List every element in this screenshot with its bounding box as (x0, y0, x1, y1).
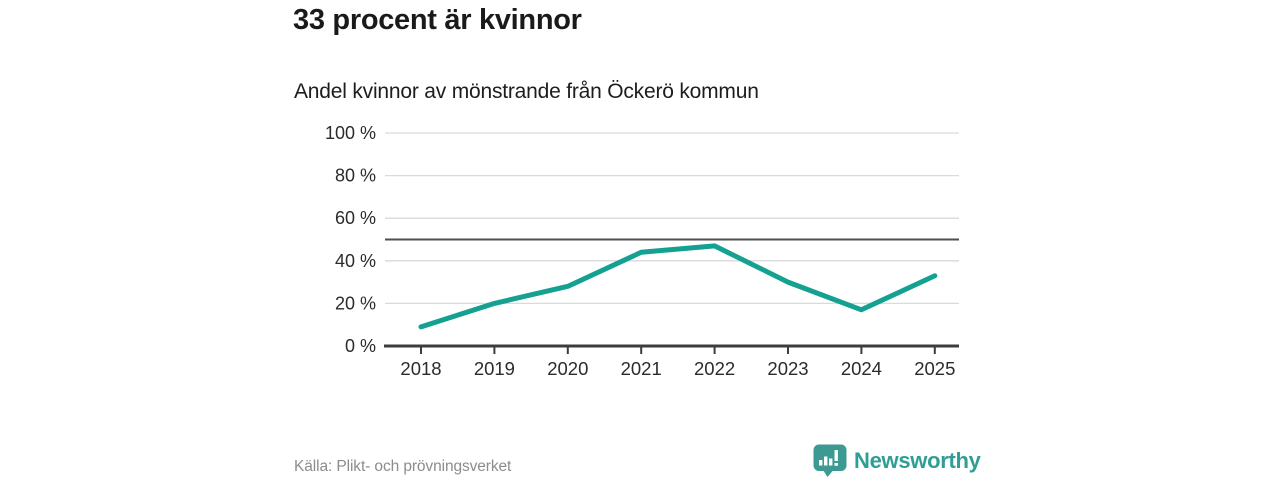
x-axis-tick-label: 2019 (474, 358, 515, 379)
x-axis-tick-label: 2023 (767, 358, 808, 379)
newsworthy-logo-text: Newsworthy (854, 447, 981, 473)
chart-title: 33 procent är kvinnor (293, 4, 582, 36)
newsworthy-logo: Newsworthy (813, 444, 981, 477)
x-axis-tick-label: 2018 (400, 358, 441, 379)
x-axis-tick-label: 2022 (694, 358, 735, 379)
x-axis-tick-label: 2025 (914, 358, 955, 379)
x-axis-tick-label: 2020 (547, 358, 588, 379)
y-axis-tick-label: 100 % (325, 123, 376, 143)
x-axis-tick-label: 2021 (621, 358, 662, 379)
y-axis-tick-label: 0 % (345, 336, 376, 356)
line-chart: 0 % 20 % 40 % 60 % 80 % 100 % 2018 2019 2020 2021… (325, 123, 959, 379)
source-note: Källa: Plikt- och prövningsverket (294, 458, 512, 475)
y-axis-tick-label: 20 % (335, 293, 376, 313)
chart-subtitle: Andel kvinnor av mönstrande från Öckerö … (294, 80, 759, 103)
data-line (418, 243, 938, 330)
y-axis-tick-label: 40 % (335, 251, 376, 271)
y-axis-tick-label: 60 % (335, 208, 376, 228)
bar-chart-speech-bubble-icon (813, 444, 847, 477)
y-axis-tick-label: 80 % (335, 166, 376, 186)
x-axis-tick-label: 2024 (841, 358, 882, 379)
